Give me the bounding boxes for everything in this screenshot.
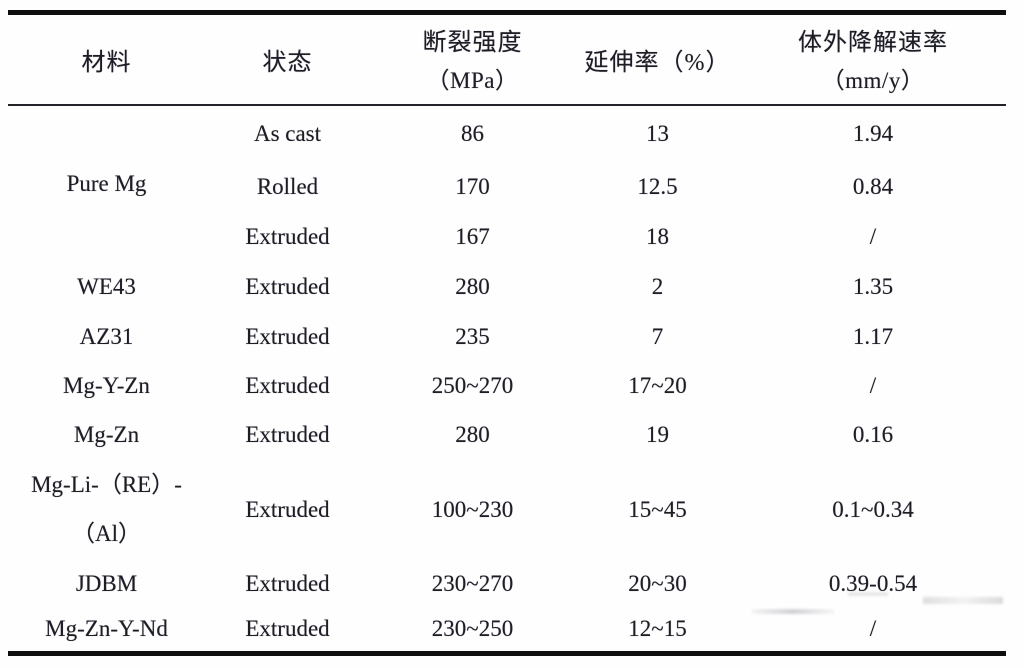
table-row: AZ31 Extruded 235 7 1.17 bbox=[8, 312, 1006, 361]
table-row: WE43 Extruded 280 2 1.35 bbox=[8, 262, 1006, 312]
cell-material: Mg-Y-Zn bbox=[63, 372, 150, 398]
column-header-material: 材料 bbox=[8, 12, 205, 106]
cell-state: Extruded bbox=[245, 496, 330, 522]
cell-state: Extruded bbox=[245, 570, 330, 596]
cell-strength: 250~270 bbox=[431, 372, 514, 398]
cell-strength: 235 bbox=[455, 323, 490, 349]
cell-degradation: 0.84 bbox=[852, 174, 894, 199]
cell-material: Pure Mg bbox=[66, 171, 147, 196]
cell-degradation: 0.1~0.34 bbox=[832, 496, 914, 522]
cell-elongation: 20~30 bbox=[628, 570, 687, 596]
cell-degradation: 0.16 bbox=[852, 422, 894, 447]
cell-state: Extruded bbox=[245, 323, 330, 349]
column-title: 体外降解速率 bbox=[798, 30, 948, 56]
cell-state: Extruded bbox=[245, 224, 330, 249]
materials-properties-table: 材料 状态 断裂强度 （MPa） 延伸率（%） 体外降解速率 bbox=[8, 10, 1006, 656]
cell-degradation: / bbox=[869, 372, 877, 398]
cell-degradation: 1.17 bbox=[852, 323, 894, 349]
cell-elongation: 18 bbox=[646, 224, 669, 249]
column-header-fracture-strength: 断裂强度 （MPa） bbox=[370, 12, 575, 106]
table-row: Extruded 167 18 / bbox=[8, 212, 1006, 262]
table-row: JDBM Extruded 230~270 20~30 0.39-0.54 bbox=[8, 559, 1006, 608]
cell-material: Mg-Li-（RE）- （Al） bbox=[31, 472, 182, 546]
column-title: 延伸率（%） bbox=[584, 50, 731, 76]
header-row: 材料 状态 断裂强度 （MPa） 延伸率（%） 体外降解速率 bbox=[8, 12, 1006, 106]
table-row: Mg-Li-（RE）- （Al） Extruded 100~230 15~45 … bbox=[8, 460, 1006, 559]
cell-elongation: 12.5 bbox=[637, 174, 678, 199]
cell-elongation: 17~20 bbox=[628, 372, 687, 398]
cell-elongation: 19 bbox=[646, 422, 669, 447]
table-row: Mg-Zn-Y-Nd Extruded 230~250 12~15 / bbox=[8, 608, 1006, 653]
column-title: 状态 bbox=[262, 50, 313, 76]
cell-elongation: 2 bbox=[651, 274, 664, 299]
cell-material: Mg-Zn bbox=[73, 422, 140, 447]
cell-strength: 230~250 bbox=[431, 616, 514, 642]
cell-material: AZ31 bbox=[79, 323, 134, 349]
cell-degradation: 1.94 bbox=[852, 121, 894, 146]
table-row: Mg-Zn Extruded 280 19 0.16 bbox=[8, 410, 1006, 460]
table-row: Pure Mg As cast 86 13 1.94 bbox=[8, 105, 1006, 196]
cell-state: Rolled bbox=[256, 174, 319, 199]
cell-state: Extruded bbox=[245, 422, 330, 447]
cell-degradation: 0.39-0.54 bbox=[828, 570, 918, 596]
column-unit: （MPa） bbox=[426, 68, 519, 93]
cell-strength: 100~230 bbox=[431, 496, 514, 522]
cell-strength: 230~270 bbox=[431, 570, 514, 596]
column-title: 断裂强度 bbox=[422, 30, 523, 56]
cell-state: Extruded bbox=[245, 372, 330, 398]
table-body: Pure Mg As cast 86 13 1.94 Rolled 170 12… bbox=[8, 105, 1006, 653]
column-header-state: 状态 bbox=[205, 12, 370, 106]
column-header-elongation: 延伸率（%） bbox=[575, 12, 740, 106]
cell-elongation: 15~45 bbox=[628, 496, 687, 522]
cell-elongation: 12~15 bbox=[628, 616, 687, 642]
table-header: 材料 状态 断裂强度 （MPa） 延伸率（%） 体外降解速率 bbox=[8, 12, 1006, 106]
cell-material: Mg-Zn-Y-Nd bbox=[45, 616, 168, 642]
cell-strength: 280 bbox=[455, 274, 490, 299]
cell-strength: 86 bbox=[461, 121, 484, 146]
cell-elongation: 13 bbox=[646, 121, 669, 146]
column-header-degradation-rate: 体外降解速率 （mm/y） bbox=[740, 12, 1006, 106]
cell-strength: 167 bbox=[455, 224, 490, 249]
cell-strength: 170 bbox=[455, 174, 490, 199]
cell-state: Extruded bbox=[245, 616, 330, 642]
column-title: 材料 bbox=[81, 50, 132, 76]
column-unit: （mm/y） bbox=[821, 68, 925, 93]
cell-material: WE43 bbox=[77, 274, 136, 299]
cell-state: As cast bbox=[253, 121, 322, 146]
cell-strength: 280 bbox=[455, 422, 490, 447]
cell-degradation: / bbox=[869, 616, 877, 642]
cell-state: Extruded bbox=[245, 274, 330, 299]
table-row: Mg-Y-Zn Extruded 250~270 17~20 / bbox=[8, 361, 1006, 410]
cell-degradation: / bbox=[869, 224, 877, 249]
cell-elongation: 7 bbox=[651, 323, 664, 349]
cell-degradation: 1.35 bbox=[852, 274, 894, 299]
table-row: Rolled 170 12.5 0.84 bbox=[8, 162, 1006, 212]
cell-material: JDBM bbox=[75, 570, 138, 596]
